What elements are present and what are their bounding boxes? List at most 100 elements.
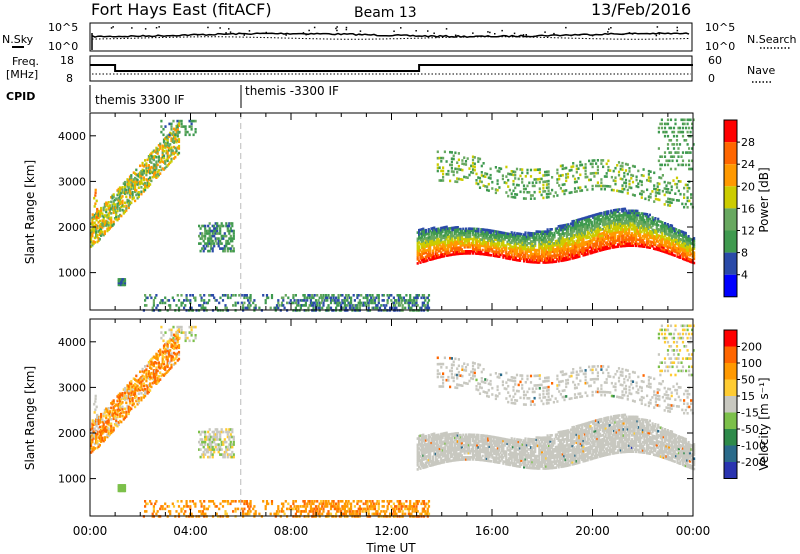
- power-cell: [599, 226, 602, 230]
- power-cell: [211, 234, 214, 238]
- power-cell: [663, 187, 666, 190]
- power-cell: [623, 181, 626, 185]
- power-cell: [487, 237, 490, 240]
- power-cell: [213, 244, 216, 248]
- power-cell: [454, 180, 457, 183]
- power-cell: [202, 239, 205, 243]
- power-cell: [650, 244, 653, 248]
- power-cell: [159, 172, 162, 175]
- power-cell: [546, 252, 549, 256]
- power-cell: [655, 227, 658, 231]
- power-cell: [162, 138, 166, 142]
- power-cell: [652, 241, 656, 244]
- power-cell: [545, 248, 548, 252]
- power-cell: [668, 241, 671, 245]
- power-cell: [612, 217, 616, 220]
- power-cell: [574, 254, 577, 257]
- power-cell: [303, 299, 306, 302]
- power-cell: [567, 229, 570, 232]
- power-cell: [628, 225, 631, 229]
- power-cell: [425, 306, 428, 310]
- power-cell: [559, 253, 562, 257]
- power-cell: [681, 247, 685, 250]
- power-cell: [487, 241, 490, 244]
- power-cell: [391, 306, 394, 310]
- power-cell: [628, 209, 631, 213]
- power-cell: [430, 258, 433, 261]
- freq-panel: [89, 55, 693, 82]
- power-cell: [688, 147, 691, 150]
- power-cell: [471, 250, 475, 253]
- power-cell: [589, 221, 592, 224]
- power-cell: [688, 249, 692, 253]
- velocity-cell: [424, 447, 428, 450]
- velocity-cell: [455, 458, 458, 462]
- power-cell: [506, 234, 509, 238]
- power-cell: [636, 209, 639, 213]
- velocity-cell: [436, 446, 439, 449]
- nsky-outlier: [155, 27, 158, 29]
- power-cell: [219, 242, 222, 245]
- power-cell: [576, 255, 580, 259]
- power-cell: [420, 254, 423, 258]
- velocity-cell: [438, 449, 441, 453]
- power-cell: [342, 306, 345, 310]
- power-cell: [345, 299, 348, 302]
- power-cell: [525, 248, 528, 251]
- power-cell: [549, 230, 552, 233]
- power-cell: [509, 247, 512, 250]
- power-cell: [643, 231, 646, 234]
- power-cell: [424, 239, 428, 242]
- power-cell: [672, 253, 675, 257]
- power-cell: [447, 239, 450, 243]
- power-cell: [646, 227, 649, 230]
- power-cell: [136, 174, 139, 177]
- power-cell: [658, 198, 661, 202]
- power-cell: [690, 193, 693, 196]
- power-cell: [567, 237, 570, 241]
- power-cell: [154, 175, 157, 179]
- power-cell: [132, 185, 135, 188]
- velocity-data: [90, 324, 696, 518]
- power-cell: [492, 252, 495, 255]
- power-cell: [535, 250, 538, 254]
- power-cell: [416, 239, 419, 243]
- power-cell: [426, 304, 429, 307]
- power-cell: [647, 176, 650, 179]
- power-cell: [603, 229, 606, 233]
- velocity-cell: [442, 454, 446, 458]
- power-cell: [640, 180, 643, 183]
- velocity-cell: [444, 438, 447, 441]
- power-cell: [537, 178, 540, 181]
- power-cell: [94, 188, 97, 192]
- power-cell: [516, 250, 519, 254]
- power-cell: [572, 240, 575, 243]
- power-cell: [510, 170, 513, 173]
- power-cell: [594, 225, 598, 229]
- velocity-cell: [429, 441, 432, 445]
- velocity-cell: [437, 460, 440, 463]
- power-cell: [647, 195, 650, 198]
- power-cell: [97, 230, 100, 233]
- power-cell: [689, 151, 692, 154]
- power-cell: [494, 242, 497, 245]
- power-cell: [679, 256, 682, 259]
- velocity-cell: [440, 434, 443, 438]
- power-cell: [149, 176, 152, 179]
- power-cell: [498, 255, 501, 258]
- power-cell: [204, 227, 207, 230]
- power-cell: [586, 220, 589, 223]
- velocity-cell: [447, 449, 450, 453]
- power-cell: [663, 134, 667, 138]
- power-cell: [466, 229, 469, 233]
- power-cell: [164, 141, 167, 145]
- power-cell: [668, 229, 671, 233]
- power-cell: [565, 231, 569, 235]
- power-cell: [485, 236, 488, 240]
- power-cell: [605, 231, 609, 234]
- power-cell: [98, 226, 101, 230]
- power-cell: [426, 255, 429, 258]
- power-cell: [610, 221, 613, 225]
- power-cell: [681, 257, 685, 261]
- power-cell: [585, 224, 588, 228]
